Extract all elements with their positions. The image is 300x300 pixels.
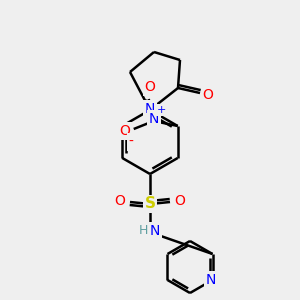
Text: +: + (157, 105, 166, 115)
Text: -: - (128, 135, 133, 149)
Text: N: N (205, 273, 216, 287)
Text: O: O (144, 80, 155, 94)
Text: N: N (150, 224, 160, 238)
Text: O: O (175, 194, 185, 208)
Text: O: O (202, 88, 213, 102)
Text: N: N (148, 112, 159, 126)
Text: N: N (145, 102, 155, 116)
Text: O: O (119, 124, 130, 138)
Text: O: O (115, 194, 125, 208)
Text: H: H (138, 224, 148, 238)
Text: S: S (145, 196, 155, 211)
